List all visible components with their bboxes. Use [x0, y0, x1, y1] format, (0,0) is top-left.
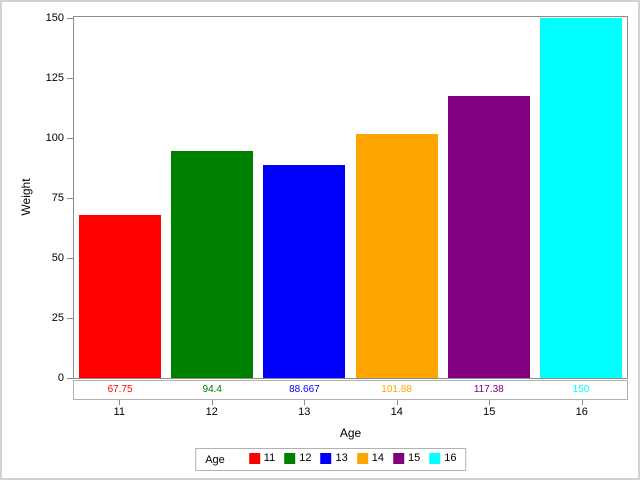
x-tick-mark [119, 400, 121, 405]
legend-swatch-icon [392, 452, 404, 464]
x-category-label: 11 [113, 406, 125, 418]
bar-age-13 [263, 165, 346, 378]
x-tick-mark [489, 400, 491, 405]
bar-age-12 [171, 151, 254, 378]
legend-item-label: 13 [335, 452, 348, 465]
bar-slot [443, 17, 535, 378]
legend-item-15: 15 [392, 452, 421, 465]
x-category-label: 16 [575, 406, 588, 418]
x-category-label: 14 [390, 406, 403, 418]
legend-item-11: 11 [248, 452, 276, 465]
y-tick-label: 50 [51, 252, 64, 264]
legend-item-12: 12 [284, 452, 311, 464]
legend-item-label: 11 [263, 452, 276, 465]
x-axis-title: Age [339, 426, 362, 440]
x-axis-labels: 11 12 13 14 15 16 [73, 405, 628, 419]
bar-slot [258, 17, 350, 378]
bar-value-label: 88.667 [289, 384, 320, 395]
y-tick-mark [67, 18, 73, 19]
y-tick-label: 150 [45, 12, 64, 24]
legend-item-label: 14 [371, 452, 384, 465]
x-tick-mark [581, 400, 583, 405]
bar-slot [166, 17, 258, 378]
legend-item-label: 15 [407, 452, 421, 465]
bar-value-label: 94.4 [202, 384, 222, 395]
y-tick-mark [67, 258, 73, 259]
bar-slot [74, 17, 166, 378]
legend-swatch-icon [356, 452, 368, 464]
legend-swatch-icon [320, 452, 332, 464]
y-tick-label: 125 [45, 72, 64, 84]
bar-age-15 [447, 96, 530, 378]
bar-age-11 [79, 215, 162, 378]
legend-swatch-icon [248, 452, 260, 464]
x-category-label: 12 [205, 406, 218, 418]
bar-slot [351, 17, 443, 378]
legend-items: 11 12 13 14 15 16 [248, 452, 456, 467]
legend: Age 11 12 13 14 15 16 [195, 448, 467, 471]
legend-item-16: 16 [429, 452, 456, 464]
x-tick-mark [211, 400, 213, 405]
y-tick-mark [67, 318, 73, 319]
legend-item-14: 14 [356, 452, 384, 465]
legend-item-label: 16 [444, 452, 457, 465]
bar-age-14 [355, 133, 438, 378]
bar-series [74, 17, 627, 378]
legend-swatch-icon [429, 452, 441, 464]
y-tick-mark [67, 378, 73, 379]
legend-item-13: 13 [320, 452, 348, 465]
bar-age-16 [539, 18, 622, 378]
y-tick-label: 100 [45, 132, 64, 144]
bar-value-label: 117.38 [473, 384, 504, 395]
legend-swatch-icon [284, 452, 296, 464]
x-category-label: 15 [483, 406, 496, 418]
x-tick-mark [304, 400, 306, 405]
x-tick-mark [396, 400, 398, 405]
y-tick-label: 0 [57, 372, 64, 384]
legend-title: Age [205, 453, 225, 466]
y-tick-mark [67, 138, 73, 139]
y-tick-label: 25 [51, 312, 64, 324]
x-category-label: 13 [298, 406, 311, 418]
plot-area [73, 16, 628, 379]
bar-value-label: 150 [572, 384, 590, 395]
bar-slot [535, 17, 627, 378]
y-tick-mark [67, 198, 73, 199]
bar-value-label: 67.75 [107, 384, 133, 395]
legend-item-label: 12 [299, 452, 312, 465]
bar-value-label: 101.88 [381, 384, 412, 395]
y-tick-label: 75 [51, 192, 64, 204]
y-tick-mark [67, 78, 73, 79]
value-label-box: 67.75 94.4 88.667 101.88 117.38 150 [73, 380, 628, 400]
